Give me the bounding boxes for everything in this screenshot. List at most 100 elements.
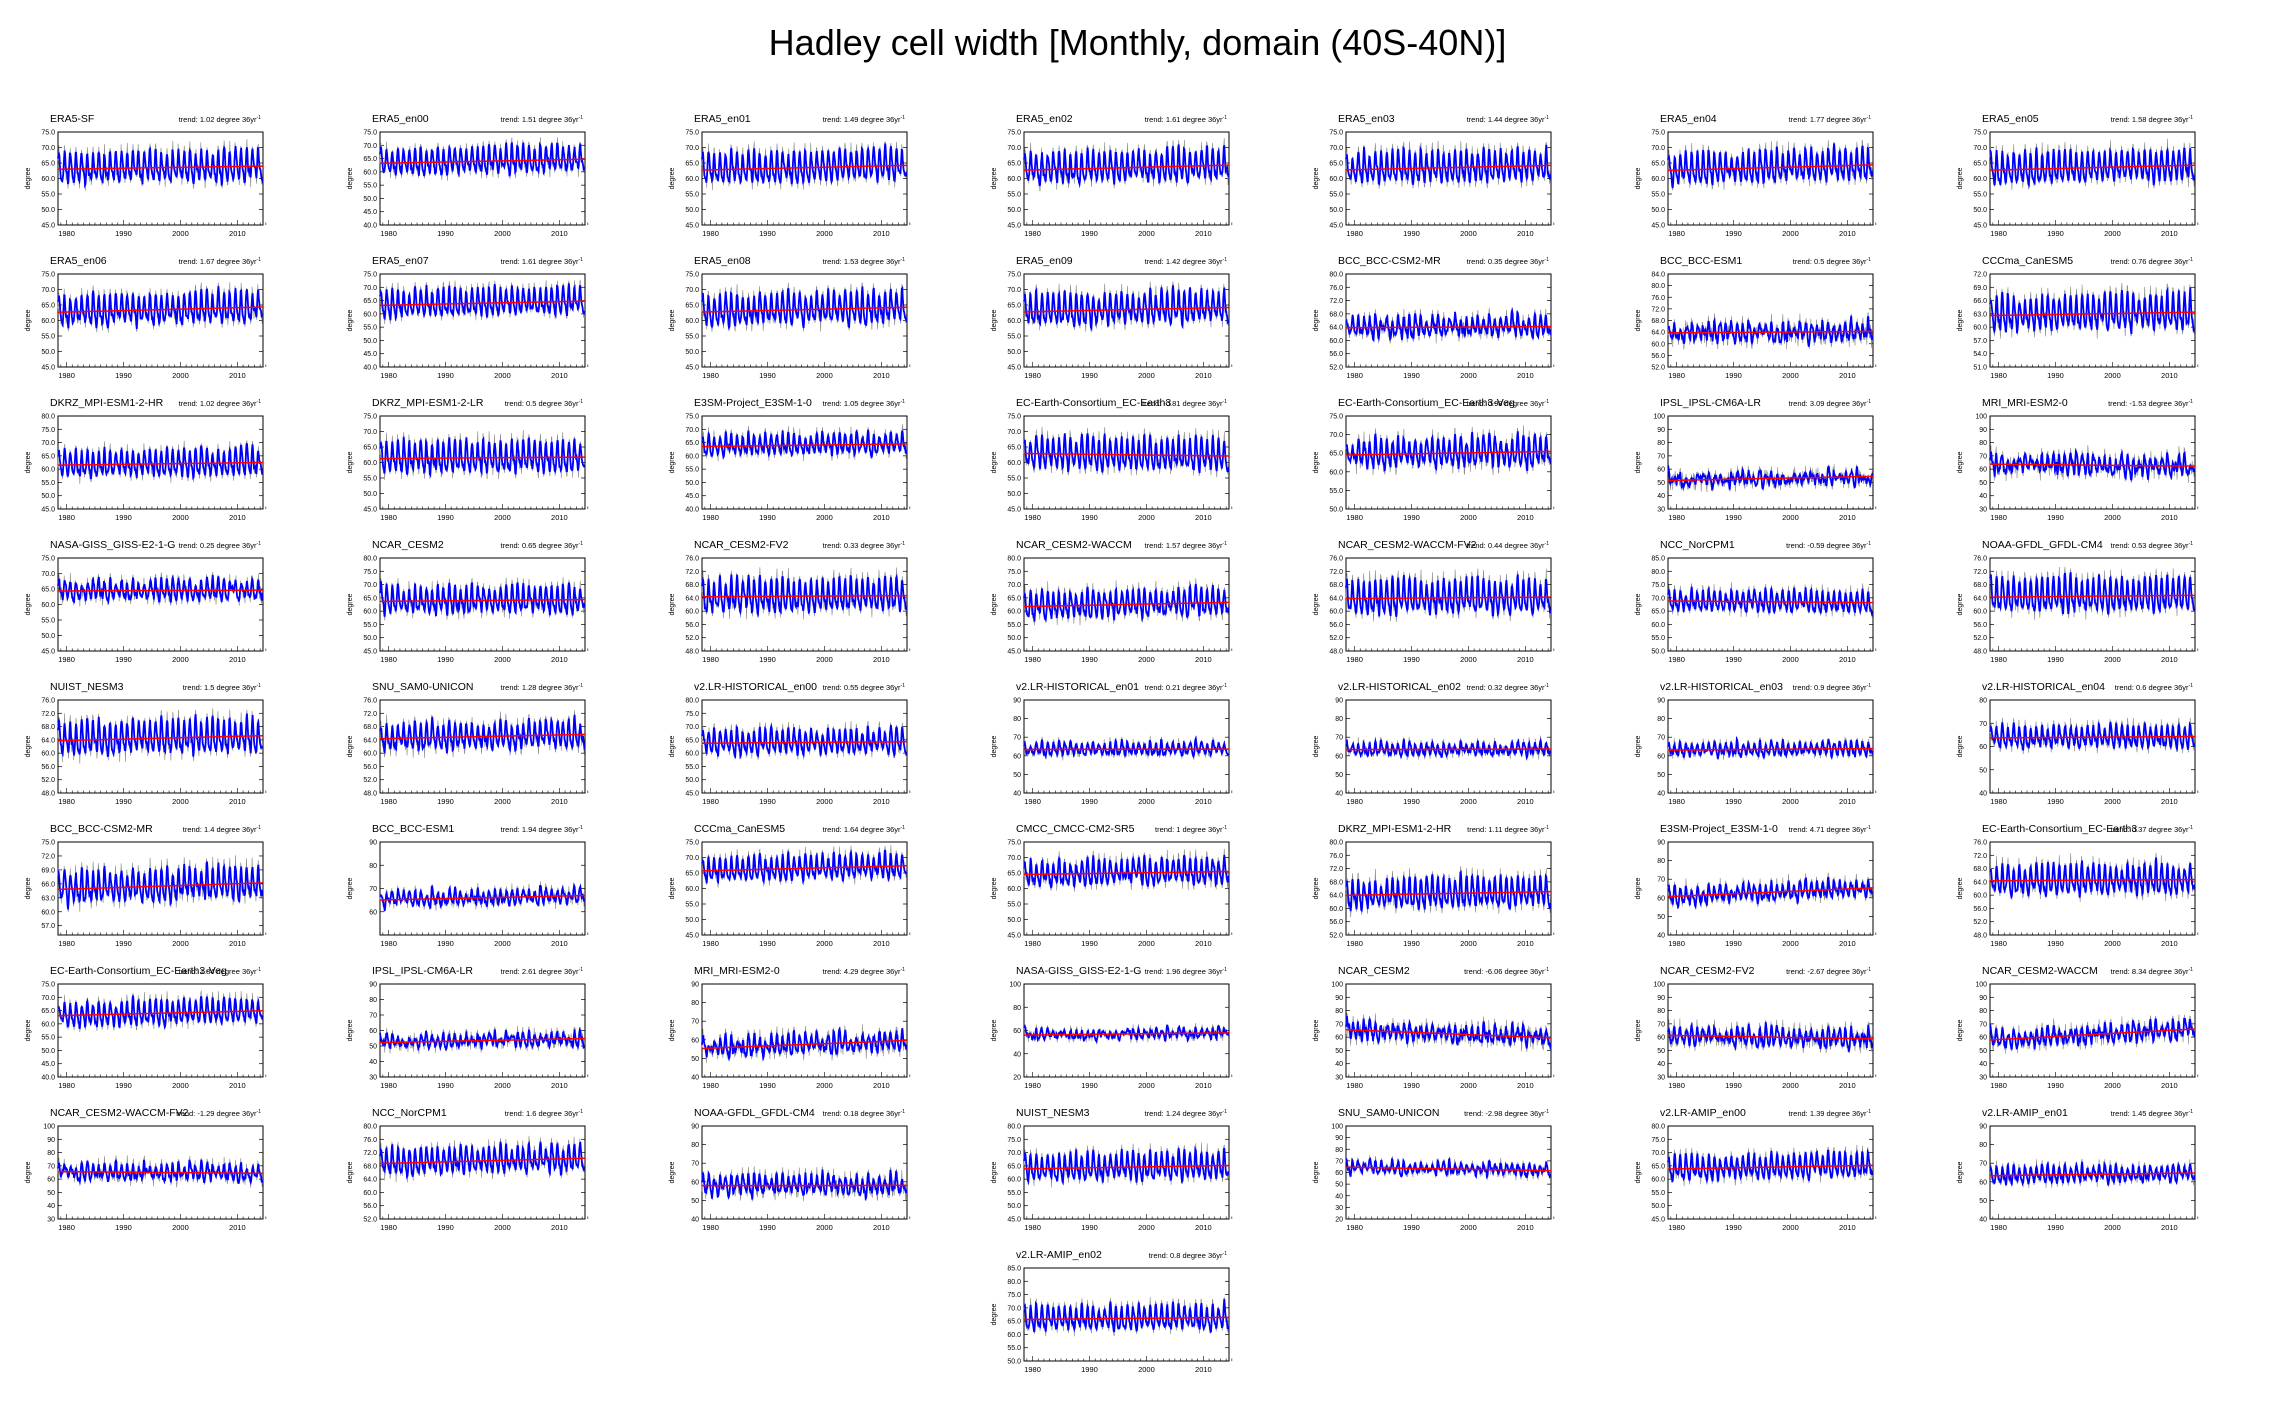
y-tick-label: 60.0 xyxy=(41,467,55,474)
y-tick-label: 60 xyxy=(1335,753,1343,760)
chart-panel: ERA5_en08 trend: 1.53 degree 36yr-1 degree… xyxy=(669,255,911,380)
x-tick-label: 1980 xyxy=(702,1223,719,1232)
y-axis-label: degree xyxy=(669,1019,676,1041)
y-tick-label: 76.0 xyxy=(363,698,377,705)
x-tick-label: 2000 xyxy=(1138,371,1155,380)
plot-frame xyxy=(701,699,908,794)
panel-title: CCCma_CanESM5 xyxy=(694,823,785,835)
x-tick-label: 1980 xyxy=(1024,939,1041,948)
y-tick-label: 70.0 xyxy=(1007,145,1021,152)
x-tick-label: 1980 xyxy=(1024,1081,1041,1090)
panel-trend-label: trend: 8.34 degree 36yr-1 xyxy=(2111,967,2194,976)
x-tick-label: 1980 xyxy=(1024,797,1041,806)
y-tick-label: 68.0 xyxy=(363,724,377,731)
y-axis-label: degree xyxy=(1313,167,1320,189)
panel-title: v2.LR-AMIP_en02 xyxy=(1016,1249,1102,1261)
x-tick-label: 1980 xyxy=(1990,513,2007,522)
panel-trend-label: trend: 0.21 degree 36yr-1 xyxy=(1145,683,1228,692)
y-tick-label: 52.0 xyxy=(1973,635,1987,642)
smoothed-series-line xyxy=(1989,286,2196,335)
chart-panel: IPSL_IPSL-CM6A-LR trend: 2.61 degree 36yr… xyxy=(347,965,589,1090)
chart-panel: ERA5_en03 trend: 1.44 degree 36yr-1 degree… xyxy=(1313,113,1555,238)
y-axis-label: degree xyxy=(1957,1019,1964,1041)
smoothed-series-line xyxy=(1989,572,2196,615)
y-tick-label: 80 xyxy=(1013,716,1021,723)
panel-trend-label: trend: 0.53 degree 36yr-1 xyxy=(2111,541,2194,550)
y-tick-label: 80.0 xyxy=(1007,1279,1021,1286)
x-tick-label: 2000 xyxy=(816,797,833,806)
y-tick-label: 64.0 xyxy=(41,737,55,744)
panel-title: NUIST_NESM3 xyxy=(1016,1107,1090,1119)
trend-line xyxy=(57,734,264,742)
x-tick-label: 2010 xyxy=(229,655,246,664)
y-tick-label: 50 xyxy=(47,1190,55,1197)
y-tick-label: 65.0 xyxy=(1007,595,1021,602)
y-tick-label: 80 xyxy=(1979,698,1987,705)
y-tick-label: 72.0 xyxy=(1973,853,1987,860)
x-tick-label: 1990 xyxy=(1725,939,1742,948)
y-tick-label: 64.0 xyxy=(1651,330,1665,337)
y-tick-label: 75.0 xyxy=(685,272,699,279)
panel-title: BCC_BCC-CSM2-MR xyxy=(1338,255,1441,267)
y-tick-label: 60.0 xyxy=(363,751,377,758)
y-tick-label: 55.0 xyxy=(1329,192,1343,199)
x-tick-label: 2000 xyxy=(1138,1081,1155,1090)
y-axis-label: degree xyxy=(25,1019,32,1041)
x-tick-label: 1990 xyxy=(759,229,776,238)
chart-panel: ERA5-SF trend: 1.02 degree 36yr-1 degree 75… xyxy=(25,113,267,238)
y-tick-label: 68.0 xyxy=(1651,318,1665,325)
chart-panel: ERA5_en05 trend: 1.58 degree 36yr-1 degree… xyxy=(1957,113,2199,238)
x-tick-label: 1980 xyxy=(1346,939,1363,948)
x-tick-label: 2010 xyxy=(1195,229,1212,238)
chart-panel: ERA5_en06 trend: 1.67 degree 36yr-1 degree… xyxy=(25,255,267,380)
y-axis-label: degree xyxy=(991,877,998,899)
x-tick-label: 2000 xyxy=(1782,939,1799,948)
x-tick-label: 1980 xyxy=(1668,797,1685,806)
panel-trend-label: trend: 1.02 degree 36yr-1 xyxy=(179,399,262,408)
y-tick-label: 70.0 xyxy=(1329,145,1343,152)
panel-title: NASA-GISS_GISS-E2-1-G xyxy=(1016,965,1141,977)
x-tick-label: 2000 xyxy=(1460,229,1477,238)
smoothed-series-line xyxy=(57,574,264,606)
y-tick-label: 55.0 xyxy=(363,325,377,332)
y-tick-label: 60.0 xyxy=(1329,609,1343,616)
x-tick-label: 2010 xyxy=(1517,797,1534,806)
smoothed-series-line xyxy=(57,861,264,910)
x-tick-label: 2010 xyxy=(229,939,246,948)
x-tick-label: 1980 xyxy=(1346,1081,1363,1090)
trend-line xyxy=(1989,1028,2196,1041)
y-tick-label: 75.0 xyxy=(41,982,55,989)
x-tick-label: 1990 xyxy=(759,1081,776,1090)
y-tick-label: 80 xyxy=(369,863,377,870)
x-tick-label: 1990 xyxy=(1403,229,1420,238)
y-tick-label: 68.0 xyxy=(1329,879,1343,886)
panel-trend-label: trend: 1.84 degree 36yr-1 xyxy=(179,967,262,976)
y-tick-label: 50 xyxy=(1979,1048,1987,1055)
y-tick-label: 90 xyxy=(1657,995,1665,1002)
y-axis-label: degree xyxy=(347,167,354,189)
x-tick-label: 2000 xyxy=(494,513,511,522)
x-tick-label: 2000 xyxy=(1138,513,1155,522)
y-tick-label: 50 xyxy=(1979,480,1987,487)
y-tick-label: 50 xyxy=(1335,1182,1343,1189)
y-tick-label: 60.0 xyxy=(363,1190,377,1197)
x-tick-label: 2000 xyxy=(1138,1223,1155,1232)
y-tick-label: 40 xyxy=(1657,791,1665,798)
smoothed-series-line xyxy=(1667,876,1874,910)
y-tick-label: 60.0 xyxy=(363,169,377,176)
y-tick-label: 65.0 xyxy=(685,737,699,744)
y-tick-label: 60 xyxy=(1013,1028,1021,1035)
x-tick-label: 1990 xyxy=(1081,1365,1098,1374)
y-tick-label: 72.0 xyxy=(1329,866,1343,873)
y-axis-label: degree xyxy=(991,593,998,615)
x-tick-label: 1980 xyxy=(1990,797,2007,806)
y-tick-label: 85.0 xyxy=(1007,1266,1021,1273)
x-tick-label: 1990 xyxy=(2047,513,2064,522)
x-tick-label: 2010 xyxy=(1517,1081,1534,1090)
y-tick-label: 84.0 xyxy=(1651,272,1665,279)
chart-panel: NCC_NorCPM1 trend: -0.59 degree 36yr-1 deg… xyxy=(1635,539,1877,664)
x-tick-label: 1990 xyxy=(1725,797,1742,806)
panel-trend-label: trend: 0.44 degree 36yr-1 xyxy=(1467,541,1550,550)
y-tick-label: 55.0 xyxy=(1007,476,1021,483)
